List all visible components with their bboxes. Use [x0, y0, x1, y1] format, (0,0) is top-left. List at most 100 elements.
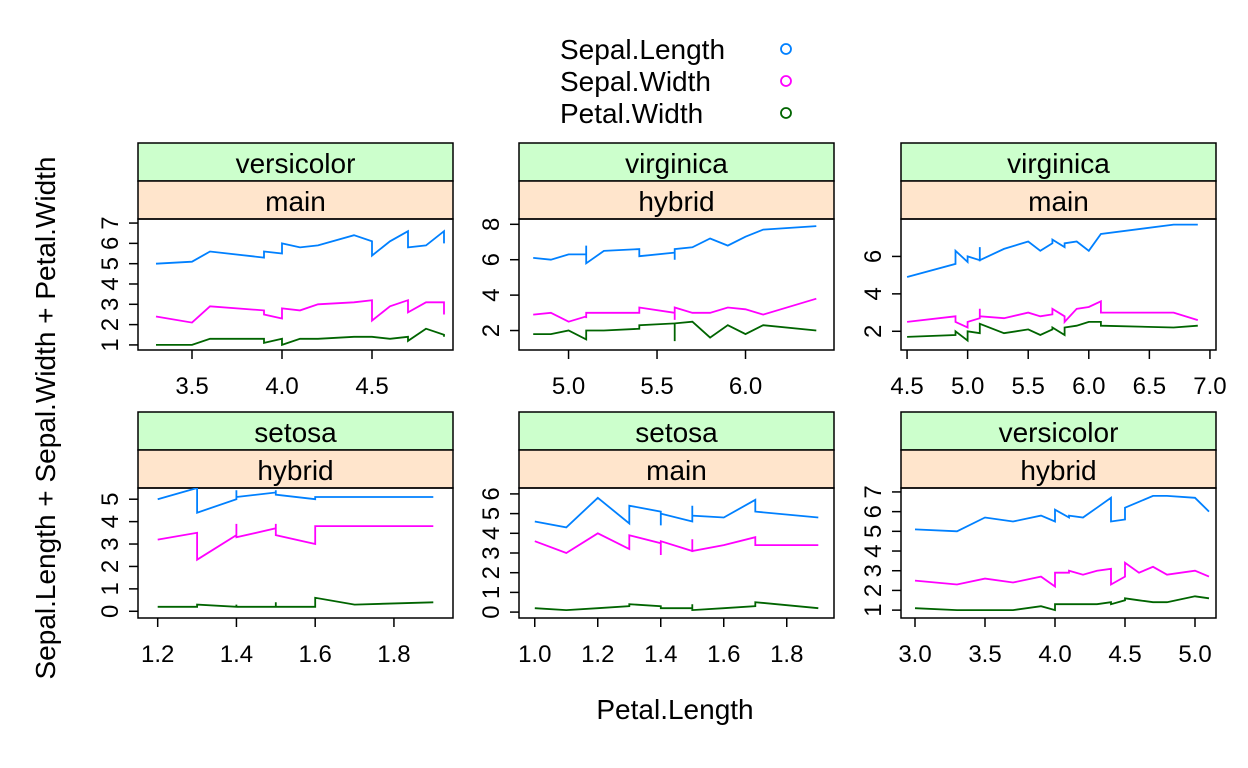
y-tick-label: 0	[97, 605, 124, 618]
y-tick-label: 6	[478, 487, 505, 500]
y-tick-label: 8	[478, 218, 505, 231]
y-tick-label: 2	[97, 318, 124, 331]
legend-label: Sepal.Width	[560, 66, 711, 97]
y-tick-label: 4	[97, 515, 124, 528]
x-tick-label: 1.2	[581, 641, 614, 668]
legend-marker	[780, 107, 792, 119]
y-tick-label: 5	[97, 257, 124, 270]
x-tick-label: 1.8	[377, 641, 410, 668]
x-tick-label: 5.0	[552, 373, 585, 400]
y-tick-label: 2	[478, 566, 505, 579]
series-line	[533, 297, 817, 323]
x-tick-label: 4.5	[355, 373, 388, 400]
strip-species-label: versicolor	[999, 417, 1119, 448]
strip-species-label: virginica	[1007, 148, 1110, 179]
y-tick-label: 4	[860, 544, 887, 557]
x-tick-label: 4.0	[265, 373, 298, 400]
legend-marker	[780, 43, 792, 55]
x-axis-label: Petal.Length	[596, 694, 753, 725]
legend-label: Sepal.Length	[560, 34, 725, 65]
x-tick-label: 1.8	[770, 641, 803, 668]
series-line	[906, 223, 1198, 278]
y-tick-label: 3	[860, 564, 887, 577]
x-tick-label: 5.5	[1012, 373, 1045, 400]
y-tick-label: 7	[97, 216, 124, 229]
legend-label: Petal.Width	[560, 98, 703, 129]
x-tick-label: 1.4	[644, 641, 677, 668]
y-tick-label: 3	[97, 298, 124, 311]
y-tick-label: 4	[478, 288, 505, 301]
x-tick-label: 6.0	[1072, 373, 1105, 400]
x-tick-label: 3.5	[968, 641, 1001, 668]
y-tick-label: 1	[97, 582, 124, 595]
strip-group-label: main	[646, 455, 707, 486]
x-tick-label: 5.5	[640, 373, 673, 400]
x-tick-label: 6.0	[729, 373, 762, 400]
strip-group	[518, 449, 835, 489]
legend-marker	[780, 75, 792, 87]
panel: versicolor hybrid 3.0 3.5 4.0 4.5 5.0 1 2 3 4 5 6 7	[860, 411, 1217, 668]
y-tick-label: 4	[97, 277, 124, 290]
series-line	[157, 523, 434, 562]
x-tick-label: 4.5	[1108, 641, 1141, 668]
x-tick-label: 1.6	[299, 641, 332, 668]
series-line	[534, 532, 819, 555]
strip-species	[137, 411, 454, 451]
panel: virginica hybrid 5.0 5.5 6.0 2 4 6 8	[478, 142, 835, 400]
strip-group	[900, 449, 1217, 489]
x-tick-label: 5.0	[1178, 641, 1211, 668]
panel: setosa hybrid 1.2 1.4 1.6 1.8 0 1 2 3 4 5	[97, 411, 454, 668]
y-tick-label: 6	[97, 237, 124, 250]
strip-group-label: main	[1028, 186, 1089, 217]
series-line	[156, 327, 445, 347]
y-tick-label: 2	[860, 584, 887, 597]
x-tick-label: 1.6	[707, 641, 740, 668]
strip-group	[900, 180, 1217, 220]
x-tick-label: 5.0	[951, 373, 984, 400]
panel-frame	[900, 487, 1217, 619]
series-line	[534, 601, 819, 612]
y-tick-label: 6	[860, 505, 887, 518]
strip-group-label: hybrid	[1020, 455, 1096, 486]
y-tick-label: 7	[860, 485, 887, 498]
panel: virginica main 4.5 5.0 5.5 6.0 6.5 7.0 2 4 6	[860, 142, 1227, 400]
strip-species	[900, 142, 1217, 182]
strip-species-label: virginica	[625, 148, 728, 179]
panel: setosa main 1.0 1.2 1.4 1.6 1.8 0 1 2 3 4 5 6	[478, 411, 835, 668]
y-tick-label: 2	[860, 325, 887, 338]
panel-grid: versicolor main 3.5 4.0 4.5 1 2 3 4 5 6 7 virginica h…	[97, 142, 1227, 668]
x-tick-label: 6.5	[1133, 373, 1166, 400]
series-line	[534, 496, 819, 529]
x-tick-label: 1.0	[518, 641, 551, 668]
x-tick-label: 3.0	[898, 641, 931, 668]
y-tick-label: 1	[478, 586, 505, 599]
strip-species-label: versicolor	[236, 148, 356, 179]
y-tick-label: 6	[478, 253, 505, 266]
panel-frame	[900, 218, 1217, 351]
series-line	[914, 561, 1210, 589]
strip-species	[900, 411, 1217, 451]
series-line	[907, 320, 1198, 343]
x-tick-label: 4.0	[1038, 641, 1071, 668]
y-tick-label: 5	[860, 525, 887, 538]
strip-group	[137, 449, 454, 489]
panel: versicolor main 3.5 4.0 4.5 1 2 3 4 5 6 7	[97, 142, 454, 400]
series-line	[533, 225, 817, 266]
x-tick-label: 7.0	[1193, 373, 1226, 400]
y-tick-label: 1	[97, 338, 124, 351]
panel-frame	[137, 487, 454, 619]
x-tick-label: 1.2	[141, 641, 174, 668]
y-tick-label: 6	[860, 250, 887, 263]
panel-frame	[137, 218, 454, 351]
series-line	[155, 229, 445, 265]
series-line	[914, 494, 1210, 533]
strip-group-label: hybrid	[257, 455, 333, 486]
strip-group	[518, 180, 835, 220]
series-line	[914, 595, 1210, 612]
strip-species	[518, 411, 835, 451]
series-line	[157, 596, 434, 608]
series-line	[906, 299, 1199, 329]
y-tick-label: 3	[97, 537, 124, 550]
y-tick-label: 1	[860, 603, 887, 616]
